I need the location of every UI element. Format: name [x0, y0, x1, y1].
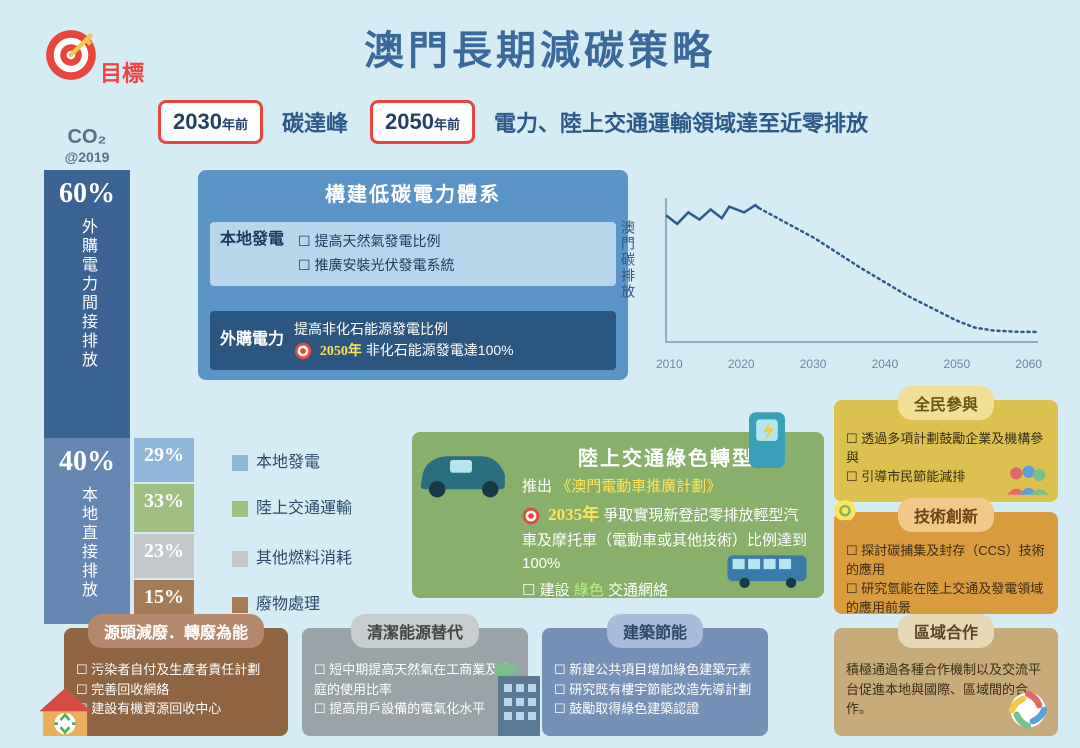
breakdown-bar: 23%	[134, 534, 194, 578]
recycle-house-icon	[34, 684, 96, 742]
chart-xtick: 2010	[656, 357, 683, 371]
transport-l3a: 建設	[540, 582, 570, 599]
transport-l3b: 綠色	[574, 582, 604, 599]
tech-b2: 研究氫能在陸上交通及發電領域的應用前景	[846, 580, 1046, 618]
bar-imported-label: 外購電力間接排放	[75, 218, 99, 370]
milestone-2030-text: 碳達峰	[282, 106, 348, 138]
emissions-chart: 2010 2020 2030 2040 2050 2060	[650, 188, 1048, 376]
building-efficiency-box: 建築節能 新建公共項目增加綠色建築元素 研究既有樓宇節能改造先導計劃 鼓勵取得綠…	[542, 628, 768, 736]
chart-xtick: 2030	[800, 357, 827, 371]
electricity-external-box: 外購電力 提高非化石能源發電比例 2050年 非化石能源發電達100%	[210, 311, 616, 370]
breakdown-bar: 33%	[134, 484, 194, 532]
waste-b1: 污染者自付及生產者責任計劃	[76, 660, 276, 680]
bar-imported-electricity: 60% 外購電力間接排放	[44, 170, 130, 438]
milestone-2050-pill: 2050年前	[370, 100, 475, 144]
waste-b3: 建設有機資源回收中心	[76, 699, 276, 719]
public-b1: 透過多項計劃鼓勵企業及機構參與	[846, 430, 1046, 468]
tech-innovation-box: 技術創新 探討碳捕集及封存（CCS）技術的應用 研究氫能在陸上交通及發電領域的應…	[834, 512, 1058, 614]
electricity-external-head: 外購電力	[220, 330, 284, 351]
waste-reduction-title: 源頭減廢．轉廢為能	[88, 614, 264, 648]
target-icon	[44, 28, 98, 82]
chart-ylabel: 澳門碳排放	[618, 220, 638, 300]
waste-reduction-box: 源頭減廢．轉廢為能 污染者自付及生產者責任計劃 完善回收網絡 建設有機資源回收中…	[64, 628, 288, 736]
bar-local-label: 本地直接排放	[75, 486, 99, 600]
transport-l3c: 交通網絡	[608, 582, 668, 599]
milestone-2030-year: 2030	[173, 109, 222, 134]
breakdown-bar: 29%	[134, 438, 194, 482]
co2-sublabel: @2019	[44, 149, 130, 165]
electricity-panel-title: 構建低碳電力體系	[198, 170, 628, 211]
public-participation-box: 全民參與 透過多項計劃鼓勵企業及機構參與 引導市民節能減排	[834, 400, 1058, 502]
breakdown-label: 其他燃料消耗	[232, 544, 352, 568]
target-label: 目標	[100, 56, 144, 88]
electricity-external-l2: 非化石能源發電達100%	[366, 342, 514, 358]
bar-local-pct: 40%	[44, 438, 130, 478]
building-icon	[484, 662, 554, 740]
electricity-external-l1: 提高非化石能源發電比例	[294, 319, 514, 340]
tech-innovation-title: 技術創新	[898, 498, 994, 532]
transport-l1a: 推出	[522, 478, 552, 495]
bar-local-emission: 40% 本地直接排放	[44, 438, 130, 624]
target-icon	[522, 507, 540, 525]
tech-b1: 探討碳捕集及封存（CCS）技術的應用	[846, 542, 1046, 580]
transport-panel: 陸上交通綠色轉型 推出 《澳門電動車推廣計劃》 2035年 爭取實現新登記零排放…	[412, 432, 824, 598]
charger-icon	[740, 404, 794, 478]
page-title: 澳門長期減碳策略	[0, 18, 1080, 76]
transport-year: 2035年	[548, 505, 599, 524]
electric-car-icon	[406, 438, 516, 502]
chart-xticks: 2010 2020 2030 2040 2050 2060	[650, 357, 1048, 371]
target-icon	[294, 342, 312, 360]
electricity-local-box: 本地發電 提高天然氣發電比例 推廣安裝光伏發電系統	[210, 222, 616, 286]
public-participation-title: 全民參與	[898, 386, 994, 420]
milestone-2050-text: 電力、陸上交通運輸領域達至近零排放	[494, 106, 868, 138]
regional-cooperation-box: 區域合作 積極通過各種合作機制以及交流平台促進本地與國際、區域間的合作。	[834, 628, 1058, 736]
electricity-local-b2: 推廣安裝光伏發電系統	[298, 254, 454, 278]
clean-energy-title: 清潔能源替代	[351, 614, 479, 648]
people-icon	[1004, 464, 1050, 498]
regional-cooperation-title: 區域合作	[898, 614, 994, 648]
build-b1: 新建公共項目增加綠色建築元素	[554, 660, 756, 680]
co2-label: CO₂	[68, 126, 107, 148]
electricity-panel: 構建低碳電力體系 本地發電 提高天然氣發電比例 推廣安裝光伏發電系統 外購電力 …	[198, 188, 628, 380]
chart-xtick: 2060	[1015, 357, 1042, 371]
lightbulb-gear-icon	[826, 494, 864, 532]
building-efficiency-title: 建築節能	[607, 614, 703, 648]
build-b2: 研究既有樓宇節能改造先導計劃	[554, 680, 756, 700]
build-b3: 鼓勵取得綠色建築認證	[554, 699, 756, 719]
transport-l1b: 《澳門電動車推廣計劃》	[556, 478, 721, 495]
bus-icon	[724, 550, 810, 590]
milestone-2050-year: 2050	[385, 109, 434, 134]
waste-b2: 完善回收網絡	[76, 680, 276, 700]
breakdown-label: 陸上交通運輸	[232, 494, 352, 518]
electricity-local-head: 本地發電	[220, 230, 284, 278]
chart-xtick: 2050	[943, 357, 970, 371]
milestone-2030-suffix: 年前	[222, 117, 248, 132]
breakdown-label: 本地發電	[232, 448, 320, 472]
hands-circle-icon	[1004, 686, 1052, 734]
chart-xtick: 2040	[872, 357, 899, 371]
co2-heading: CO₂ @2019	[44, 126, 130, 165]
electricity-local-b1: 提高天然氣發電比例	[298, 230, 454, 254]
bar-imported-pct: 60%	[44, 170, 130, 210]
breakdown-label: 廢物處理	[232, 590, 320, 614]
milestone-2030-pill: 2030年前	[158, 100, 263, 144]
chart-xtick: 2020	[728, 357, 755, 371]
electricity-external-year: 2050年	[320, 344, 362, 359]
milestone-2050-suffix: 年前	[434, 117, 460, 132]
